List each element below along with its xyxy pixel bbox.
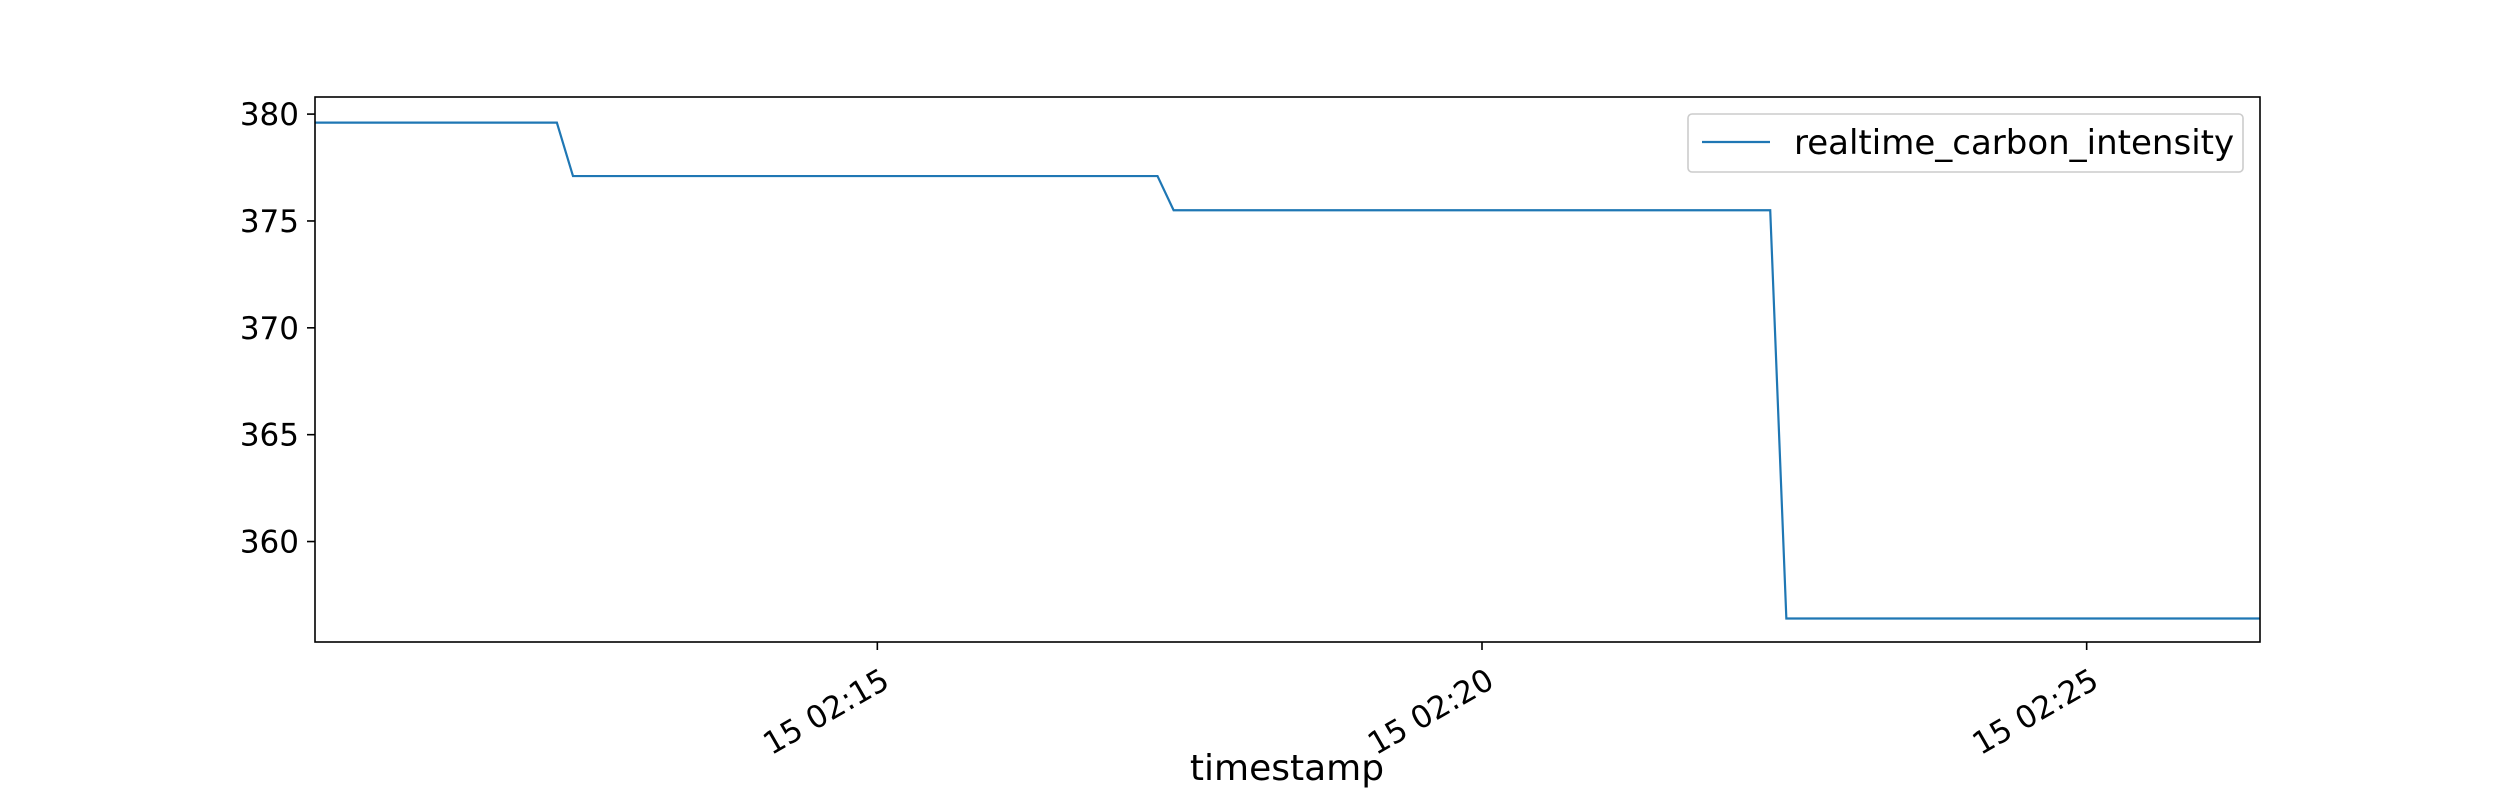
- plot-area: [315, 97, 2260, 642]
- legend-box: [1687, 113, 2244, 173]
- y-tick-label: 380: [240, 97, 299, 133]
- x-axis-title: timestamp: [1190, 748, 1384, 789]
- x-axis: 15 02:15 15 02:20 15 02:25: [757, 642, 2105, 762]
- x-tick-label: 15 02:25: [1967, 662, 2105, 762]
- x-tick-label: 15 02:15: [757, 662, 895, 762]
- y-tick-label: 365: [240, 418, 299, 454]
- legend-label: realtime_carbon_intensity: [1794, 123, 2234, 163]
- y-tick-label: 370: [240, 311, 299, 347]
- series-line-0: [315, 121, 2260, 620]
- legend: realtime_carbon_intensity: [1687, 113, 2244, 173]
- plot-frame: [314, 96, 2261, 643]
- y-tick-label: 375: [240, 204, 299, 240]
- y-axis: 360 365 370 375 380: [240, 97, 315, 561]
- y-tick-label: 360: [240, 525, 299, 561]
- series-layer: [315, 121, 2260, 620]
